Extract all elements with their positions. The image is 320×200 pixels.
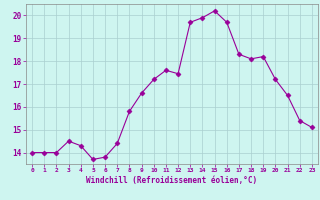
X-axis label: Windchill (Refroidissement éolien,°C): Windchill (Refroidissement éolien,°C) — [86, 176, 258, 185]
